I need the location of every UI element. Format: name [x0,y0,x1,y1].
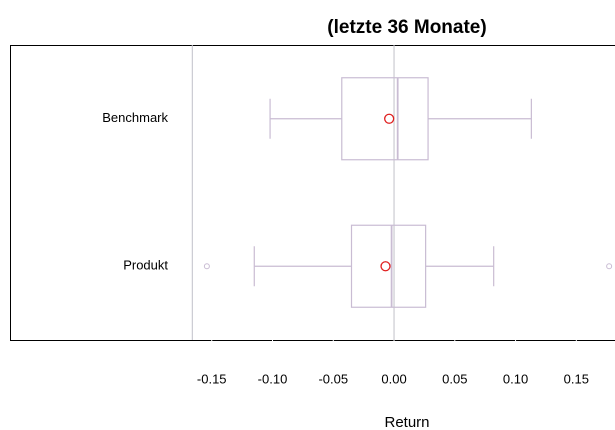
plot-frame [10,45,615,341]
x-tick-label: 0.00 [381,371,406,386]
box [350,224,427,308]
x-axis-title: Return [384,414,429,430]
outlier [203,263,210,270]
box [341,77,429,161]
x-tick-label: 0.15 [564,371,589,386]
mean-marker [380,261,391,272]
mean-marker [384,113,395,124]
chart-title: (letzte 36 Monate) [327,17,486,38]
x-tick-label: 0.05 [442,371,467,386]
x-tick-label: -0.05 [318,371,348,386]
category-label: Benchmark [102,110,168,125]
outlier [606,263,613,270]
x-tick-label: 0.10 [503,371,528,386]
x-tick-label: -0.15 [197,371,227,386]
category-label: Produkt [123,258,168,273]
x-tick-label: -0.10 [258,371,288,386]
